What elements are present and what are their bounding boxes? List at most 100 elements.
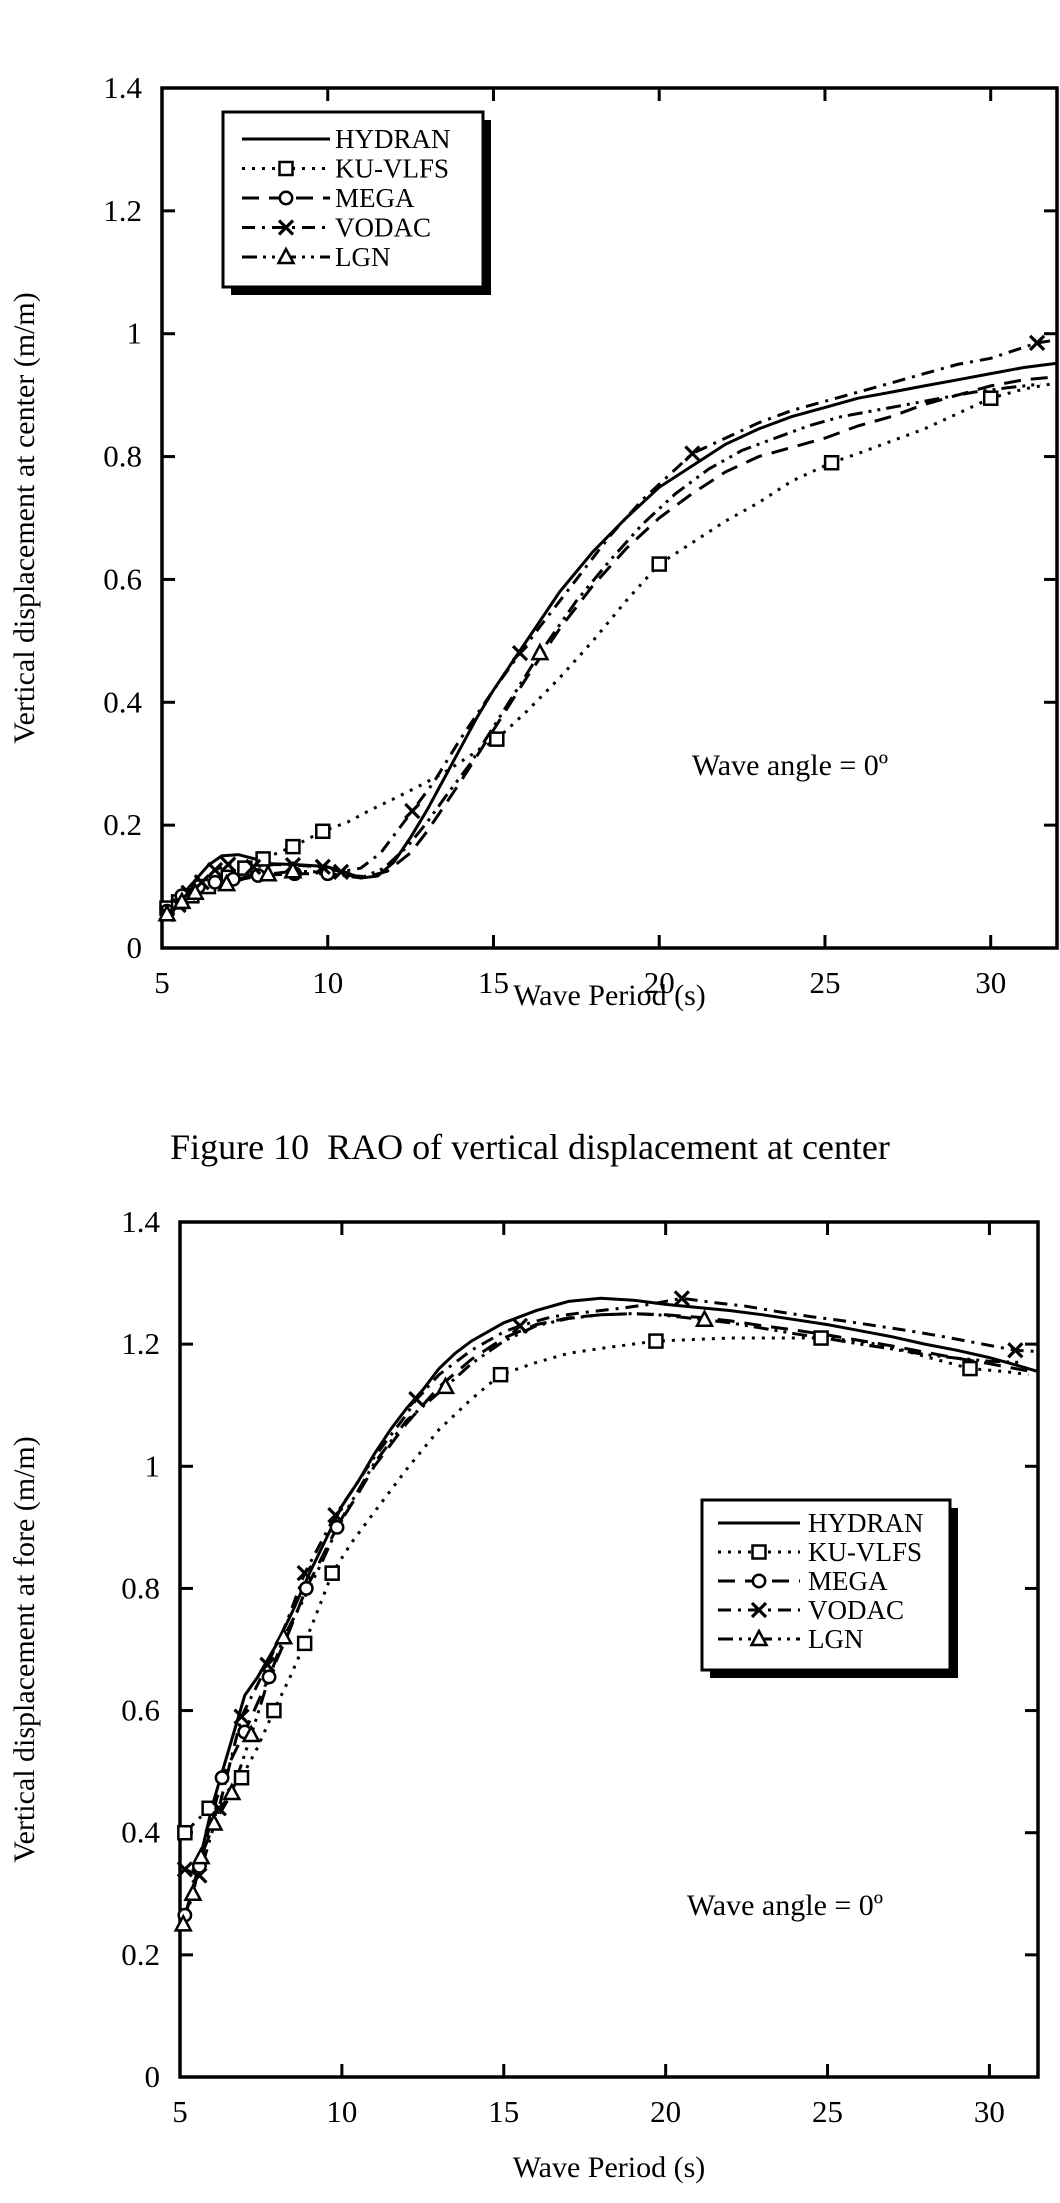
- square-marker: [813, 1330, 829, 1346]
- x-tick-label: 20: [644, 965, 675, 1000]
- square-marker: [177, 1824, 193, 1841]
- x-tick-label: 5: [154, 965, 170, 1000]
- legend-label: HYDRAN: [335, 124, 451, 154]
- x-tick-label: 30: [974, 2094, 1005, 2129]
- square-marker: [823, 454, 840, 471]
- y-tick-label: 0.4: [121, 1815, 160, 1850]
- plot-frame: [178, 1220, 1040, 2079]
- triangle-marker: [276, 246, 296, 265]
- legend-box: [221, 110, 485, 289]
- chart-1: 5 10 15 20 25 30 0 0.2 0.4 0.6 0.8 1 1.2 1.4 Wave Peri…: [8, 70, 1059, 1012]
- x-marker: [210, 1800, 227, 1817]
- x-tick-label: 25: [812, 2094, 843, 2129]
- y-tick-label: 0.8: [121, 1570, 160, 1605]
- triangle-marker: [435, 1376, 456, 1395]
- x-marker: [296, 1565, 313, 1582]
- x-marker: [404, 802, 421, 820]
- legend-box: [700, 1498, 952, 1672]
- x-marker: [1028, 334, 1046, 352]
- x-marker: [176, 1861, 193, 1878]
- x-marker: [233, 1708, 250, 1725]
- y-tick-label: 0.6: [121, 1693, 160, 1728]
- legend-label: KU-VLFS: [335, 154, 449, 184]
- x-tick-label: 25: [809, 965, 840, 1000]
- y-axis-label: Vertical displacement at fore (m/m): [8, 1436, 41, 1863]
- y-tick-label: 0: [127, 930, 143, 965]
- y-tick-label: 0.2: [121, 1937, 160, 1972]
- x-marker: [314, 858, 331, 876]
- circle-marker: [329, 1519, 345, 1535]
- x-marker: [750, 1601, 768, 1619]
- triangle-marker: [749, 1628, 769, 1647]
- y-tick-label: 1.4: [103, 70, 142, 105]
- x-axis-label: Wave Period (s): [513, 2151, 706, 2184]
- wave-angle-annotation: Wave angle = 0º: [687, 1889, 883, 1922]
- triangle-marker: [204, 1812, 224, 1831]
- x-marker: [259, 1656, 276, 1673]
- x-tick-label: 10: [326, 2094, 357, 2129]
- square-marker: [324, 1565, 340, 1581]
- x-marker: [327, 1507, 344, 1524]
- legend-label: MEGA: [808, 1566, 888, 1596]
- triangle-marker: [217, 873, 237, 892]
- square-marker: [201, 1800, 217, 1817]
- triangle-marker: [283, 860, 303, 879]
- x-marker: [220, 856, 237, 873]
- x-marker: [332, 863, 350, 880]
- legend-label: VODAC: [335, 213, 431, 243]
- triangle-marker: [222, 1782, 242, 1801]
- circle-marker: [207, 874, 223, 890]
- plot-frame: [160, 86, 1059, 950]
- series-hydran-line: [165, 361, 1058, 919]
- square-marker: [492, 1366, 509, 1383]
- y-tick-label: 0.8: [103, 439, 142, 474]
- x-marker: [277, 219, 295, 236]
- x-axis-label: Wave Period (s): [513, 979, 706, 1012]
- square-marker: [296, 1635, 313, 1652]
- triangle-marker: [183, 1883, 203, 1902]
- x-tick-label: 15: [478, 965, 509, 1000]
- legend-label: MEGA: [335, 183, 415, 213]
- circle-marker: [261, 1669, 277, 1685]
- series-vodac-line: [184, 1296, 1039, 1878]
- legend-label: KU-VLFS: [808, 1537, 922, 1567]
- square-marker: [266, 1702, 282, 1719]
- square-marker: [285, 838, 301, 855]
- circle-marker: [214, 1770, 230, 1786]
- square-marker: [651, 556, 667, 572]
- figure-caption: Figure 10 RAO of vertical displacement a…: [170, 1127, 890, 1167]
- y-tick-label: 1.4: [121, 1204, 160, 1239]
- chart-2: 5 10 15 20 25 30 0 0.2 0.4 0.6 0.8 1 1.2 1.4 Wave Peri…: [8, 1204, 1040, 2184]
- circle-marker: [298, 1580, 314, 1596]
- x-tick-label: 10: [312, 965, 343, 1000]
- series-mega-line: [165, 375, 1058, 913]
- triangle-marker: [241, 1724, 261, 1743]
- x-tick-label: 5: [172, 2094, 188, 2129]
- triangle-marker: [172, 891, 192, 910]
- triangle-marker: [173, 1913, 193, 1932]
- y-tick-label: 1.2: [121, 1326, 160, 1361]
- y-tick-label: 0.2: [103, 807, 142, 842]
- legend-label: LGN: [335, 242, 391, 272]
- series-vodac-line: [166, 338, 1058, 916]
- legend-label: LGN: [808, 1624, 864, 1654]
- circle-marker: [278, 190, 294, 206]
- wave-angle-annotation: Wave angle = 0º: [692, 749, 888, 782]
- triangle-marker: [274, 1626, 294, 1645]
- square-marker: [489, 731, 505, 747]
- square-marker: [278, 160, 294, 177]
- series-lgn-line: [166, 382, 1041, 916]
- square-marker: [233, 1770, 250, 1786]
- x-marker: [511, 1317, 529, 1334]
- y-tick-label: 1: [145, 1448, 161, 1483]
- y-axis-label: Vertical displacement at center (m/m): [8, 292, 41, 743]
- y-tick-label: 0.6: [103, 561, 142, 596]
- triangle-marker: [258, 863, 278, 882]
- legend-label: HYDRAN: [808, 1508, 924, 1538]
- triangle-marker: [191, 1846, 211, 1865]
- x-tick-label: 20: [650, 2094, 681, 2129]
- x-marker: [245, 858, 262, 876]
